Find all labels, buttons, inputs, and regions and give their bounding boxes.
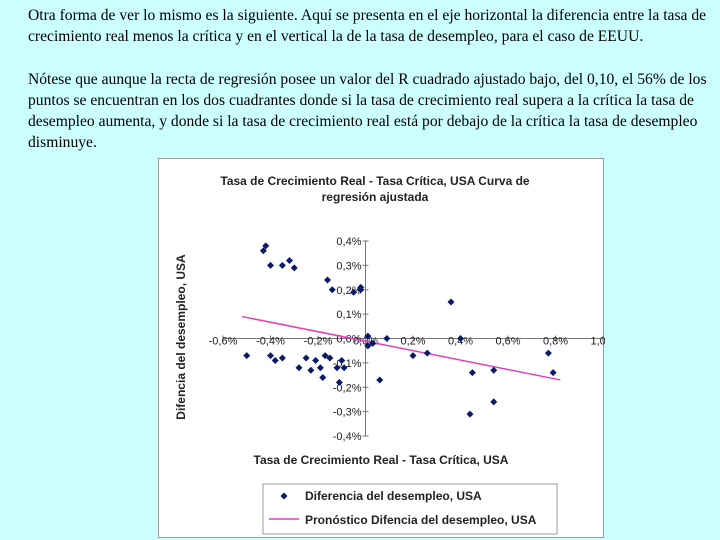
data-point xyxy=(423,349,431,357)
x-tick-label: 0,6% xyxy=(495,336,520,348)
data-point xyxy=(295,364,303,372)
data-point xyxy=(338,356,346,364)
data-point xyxy=(364,342,372,350)
data-point xyxy=(290,264,298,272)
regression-line xyxy=(241,315,561,381)
y-tick-label: 0,4% xyxy=(336,236,361,248)
data-point xyxy=(357,283,365,291)
y-tick-label: -0,3% xyxy=(333,407,362,419)
legend-entry-scatter: Diferencia del desempleo, USA xyxy=(305,489,482,503)
data-point xyxy=(490,366,498,374)
scatter-chart: Tasa de Crecimiento Real - Tasa Crítica,… xyxy=(158,158,605,538)
data-point xyxy=(278,261,286,269)
legend-entry-line: Pronóstico Difencia del desempleo, USA xyxy=(305,513,537,527)
legend-diamond-marker xyxy=(280,492,288,500)
data-point xyxy=(328,286,336,294)
data-point xyxy=(271,356,279,364)
data-point xyxy=(316,364,324,372)
data-point xyxy=(267,352,274,360)
data-point xyxy=(468,369,476,377)
data-point xyxy=(409,352,417,360)
x-tick-label: 0,8% xyxy=(543,336,568,348)
chart-title-line2: regresión ajustada xyxy=(322,190,429,204)
y-tick-label: 0,2% xyxy=(336,285,361,297)
data-point xyxy=(243,352,251,360)
explanation-paragraph: Nótese que aunque la recta de regresión … xyxy=(28,71,707,151)
data-point xyxy=(335,378,343,386)
data-point xyxy=(302,354,310,362)
data-point xyxy=(324,276,331,284)
legend: Diferencia del desempleo, USA Pronóstico… xyxy=(262,483,558,535)
x-tick-label: 0,2% xyxy=(400,336,425,348)
x-tick-label: -0,2% xyxy=(304,336,333,348)
data-point xyxy=(278,354,286,362)
data-point xyxy=(319,374,327,381)
data-point xyxy=(326,354,334,362)
y-tick-label: 0,3% xyxy=(336,260,361,272)
x-tick-label: 1,0% xyxy=(590,336,605,348)
data-point xyxy=(321,352,329,360)
data-point xyxy=(262,242,270,250)
legend-frame xyxy=(262,483,558,535)
x-tick-label: -0,6% xyxy=(209,336,238,348)
data-point xyxy=(457,335,464,342)
chart-title-line1: Tasa de Crecimiento Real - Tasa Crítica,… xyxy=(220,174,530,188)
data-point xyxy=(267,261,274,269)
data-point xyxy=(549,369,557,377)
x-tick-label: -0,4% xyxy=(256,336,285,348)
x-axis-label: Tasa de Crecimiento Real - Tasa Crítica,… xyxy=(254,453,509,467)
data-point xyxy=(466,410,474,418)
data-point xyxy=(333,364,341,372)
data-point xyxy=(376,376,384,384)
y-tick-label: 0,1% xyxy=(336,309,361,321)
data-point xyxy=(364,332,372,340)
y-tick-label: -0,2% xyxy=(333,382,362,394)
intro-paragraph: Otra forma de ver lo mismo es la siguien… xyxy=(28,7,707,45)
chart-canvas: Tasa de Crecimiento Real - Tasa Crítica,… xyxy=(174,174,605,535)
data-point xyxy=(259,247,267,255)
data-point xyxy=(340,364,348,372)
data-point xyxy=(307,366,315,374)
data-point xyxy=(369,339,377,347)
data-point xyxy=(490,398,498,406)
y-axis-label: Difencia del desempleo, USA xyxy=(174,254,188,420)
data-point xyxy=(312,356,320,364)
data-point xyxy=(544,349,552,357)
data-point xyxy=(383,335,391,342)
data-point xyxy=(350,288,358,296)
data-point xyxy=(286,257,293,264)
y-tick-label: -0,4% xyxy=(333,431,362,443)
data-point xyxy=(447,298,455,306)
